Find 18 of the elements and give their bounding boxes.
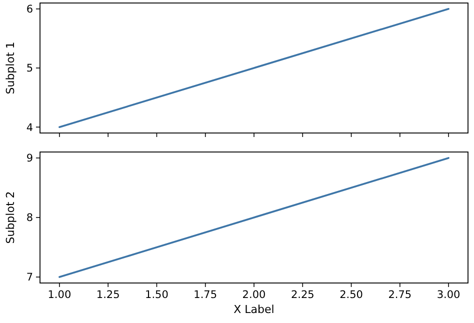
- x-tick-label: 1.00: [48, 289, 72, 301]
- y-axis-title: Subplot 2: [4, 191, 17, 244]
- y-tick-label: 4: [26, 122, 34, 134]
- x-tick-label: 3.00: [436, 289, 460, 301]
- x-tick-label: 1.50: [145, 289, 168, 301]
- x-axis-title: X Label: [234, 303, 274, 316]
- y-axis-title: Subplot 1: [4, 42, 17, 94]
- y-tick-label: 6: [26, 4, 34, 16]
- x-tick-label: 2.50: [340, 289, 363, 301]
- y-tick-label: 7: [26, 272, 33, 284]
- x-tick-label: 2.25: [290, 289, 314, 301]
- y-tick-label: 9: [26, 152, 33, 165]
- x-tick-label: 2.75: [388, 289, 412, 301]
- x-tick-label: 2.00: [242, 289, 266, 301]
- x-tick-label: 1.75: [194, 289, 218, 301]
- y-tick-label: 8: [26, 212, 33, 224]
- y-tick-label: 5: [26, 62, 33, 75]
- x-tick-label: 1.25: [96, 289, 120, 301]
